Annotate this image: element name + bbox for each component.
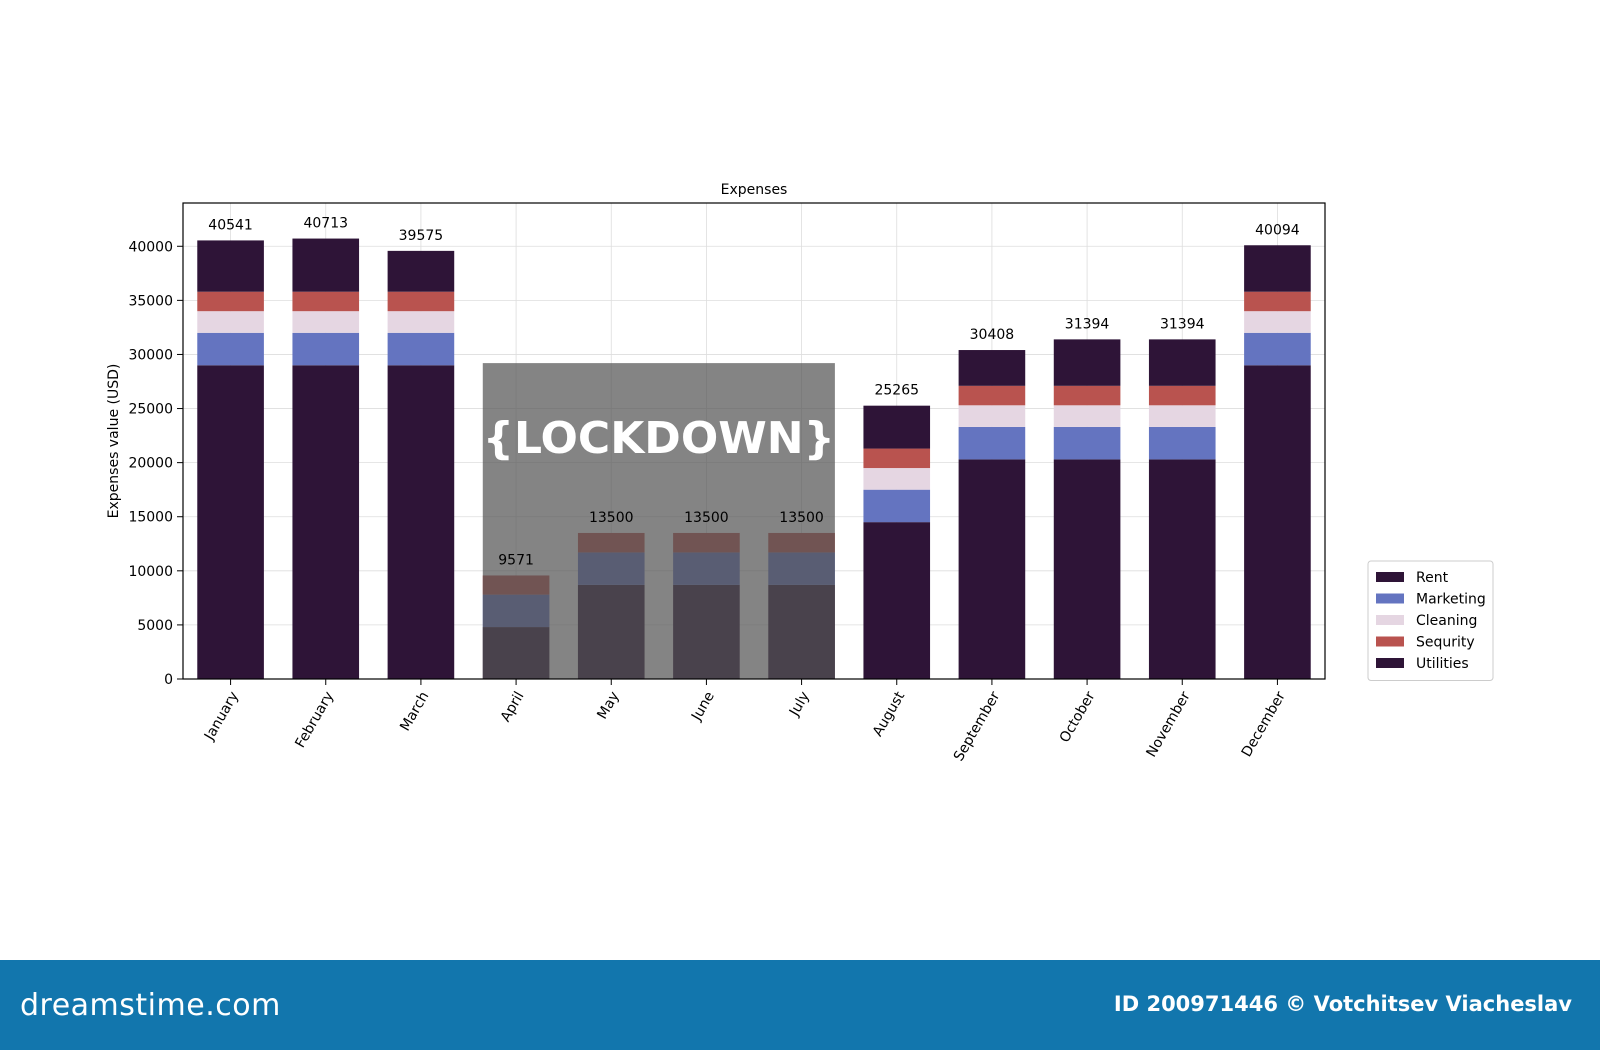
bar-total-august: 25265 <box>874 383 919 399</box>
legend-swatch-marketing <box>1376 593 1404 604</box>
bar-cleaning-january <box>197 311 264 333</box>
x-tick-label-january: January <box>201 689 242 744</box>
bar-marketing-september <box>958 426 1026 460</box>
bar-total-september: 30408 <box>970 327 1015 343</box>
x-tick-label-december: December <box>1239 689 1289 760</box>
chart-title: Expenses <box>721 182 788 198</box>
bar-total-october: 31394 <box>1065 316 1110 332</box>
y-tick-label: 35000 <box>128 293 173 309</box>
bar-sequrity-january <box>197 291 264 312</box>
bar-rent-october <box>1053 339 1121 386</box>
y-axis-label: Expenses value (USD) <box>106 364 122 519</box>
y-tick-label: 20000 <box>128 456 173 472</box>
x-tick-label-october: October <box>1057 689 1099 746</box>
x-tick-label-june: June <box>688 689 718 724</box>
bar-rent-march <box>387 250 455 292</box>
bar-sequrity-october <box>1053 385 1121 406</box>
bar-marketing-february <box>292 332 360 366</box>
bar-utilities-august <box>863 522 931 679</box>
bar-total-december: 40094 <box>1255 222 1300 238</box>
bar-utilities-february <box>292 365 360 679</box>
bar-total-april: 9571 <box>498 552 534 568</box>
legend-box <box>1367 560 1494 681</box>
bar-marketing-august <box>863 489 931 523</box>
bar-sequrity-march <box>387 291 455 312</box>
legend: Rent Marketing Cleaning Sequrity Utilities <box>1367 560 1494 681</box>
x-tick-label-april: April <box>498 689 528 725</box>
bar-total-january: 40541 <box>208 217 253 233</box>
bar-marketing-december <box>1244 332 1311 366</box>
legend-label-sequrity: Sequrity <box>1416 635 1475 651</box>
bar-cleaning-december <box>1244 311 1311 333</box>
bar-total-labels: 40541 40713 39575 9571 13500 13500 13500 25265 3… <box>208 216 1299 569</box>
footer-banner: dreamstime.com ID 200971446 © Votchitsev… <box>0 960 1600 1050</box>
bar-cleaning-february <box>292 311 360 333</box>
legend-label-marketing: Marketing <box>1416 592 1486 608</box>
bar-rent-february <box>292 238 360 292</box>
y-tick-label: 5000 <box>137 618 173 634</box>
bar-marketing-november <box>1148 426 1216 460</box>
y-tick-label: 30000 <box>128 347 173 363</box>
bar-cleaning-march <box>387 311 455 333</box>
x-tick-label-march: March <box>397 689 432 734</box>
bar-utilities-january <box>197 365 264 679</box>
bar-marketing-october <box>1053 426 1121 460</box>
bar-utilities-october <box>1053 459 1121 679</box>
bar-marketing-march <box>387 332 455 366</box>
bar-sequrity-august <box>863 448 931 469</box>
x-tick-label-february: February <box>292 689 337 751</box>
bar-rent-january <box>197 240 264 292</box>
y-tick-label: 15000 <box>128 510 173 526</box>
x-tick-label-november: November <box>1143 689 1193 760</box>
legend-label-utilities: Utilities <box>1416 656 1469 672</box>
bar-total-july: 13500 <box>779 510 824 526</box>
bar-total-may: 13500 <box>589 510 634 526</box>
bar-total-march: 39575 <box>399 228 444 244</box>
plot-frame <box>182 202 1326 680</box>
bar-utilities-september <box>958 459 1026 679</box>
legend-swatch-utilities <box>1376 658 1404 668</box>
lockdown-overlay <box>482 363 835 679</box>
bar-cleaning-november <box>1148 405 1216 427</box>
legend-swatch-cleaning <box>1376 615 1404 625</box>
dreamstime-logo[interactable]: dreamstime.com <box>20 988 281 1023</box>
bar-rent-august <box>863 405 931 449</box>
bar-sequrity-september <box>958 385 1026 406</box>
expenses-chart: Expenses Expenses value (USD) {LOCKDOWN}… <box>106 182 1494 764</box>
y-tick-label: 40000 <box>128 239 173 255</box>
bar-total-june: 13500 <box>684 510 729 526</box>
lockdown-label: {LOCKDOWN} <box>483 413 835 464</box>
bar-cleaning-september <box>958 405 1026 427</box>
bar-rent-september <box>958 350 1026 386</box>
bar-total-february: 40713 <box>303 216 348 232</box>
legend-label-cleaning: Cleaning <box>1416 613 1477 629</box>
x-tick-label-july: July <box>786 689 813 720</box>
legend-swatch-sequrity <box>1376 636 1404 647</box>
bar-sequrity-february <box>292 291 360 312</box>
y-tick-label: 25000 <box>128 402 173 418</box>
bar-cleaning-august <box>863 468 931 490</box>
bar-utilities-december <box>1244 365 1311 679</box>
x-tick-label-may: May <box>594 689 622 722</box>
legend-swatch-rent <box>1376 572 1404 582</box>
bar-utilities-november <box>1148 459 1216 679</box>
bar-cleaning-october <box>1053 405 1121 427</box>
bar-marketing-january <box>197 332 264 366</box>
bar-sequrity-november <box>1148 385 1216 406</box>
y-tick-label: 10000 <box>128 564 173 580</box>
bar-rent-december <box>1244 245 1311 292</box>
x-tick-label-august: August <box>870 689 909 740</box>
image-credit: ID 200971446 © Votchitsev Viacheslav <box>1113 992 1572 1016</box>
bar-total-november: 31394 <box>1160 316 1205 332</box>
legend-label-rent: Rent <box>1416 570 1449 586</box>
y-tick-label: 0 <box>164 672 173 688</box>
bar-rent-november <box>1148 339 1216 386</box>
bar-sequrity-december <box>1244 291 1311 312</box>
bar-utilities-march <box>387 365 455 679</box>
x-tick-label-september: September <box>951 689 1004 764</box>
lockdown-annotation: {LOCKDOWN} <box>483 363 835 679</box>
